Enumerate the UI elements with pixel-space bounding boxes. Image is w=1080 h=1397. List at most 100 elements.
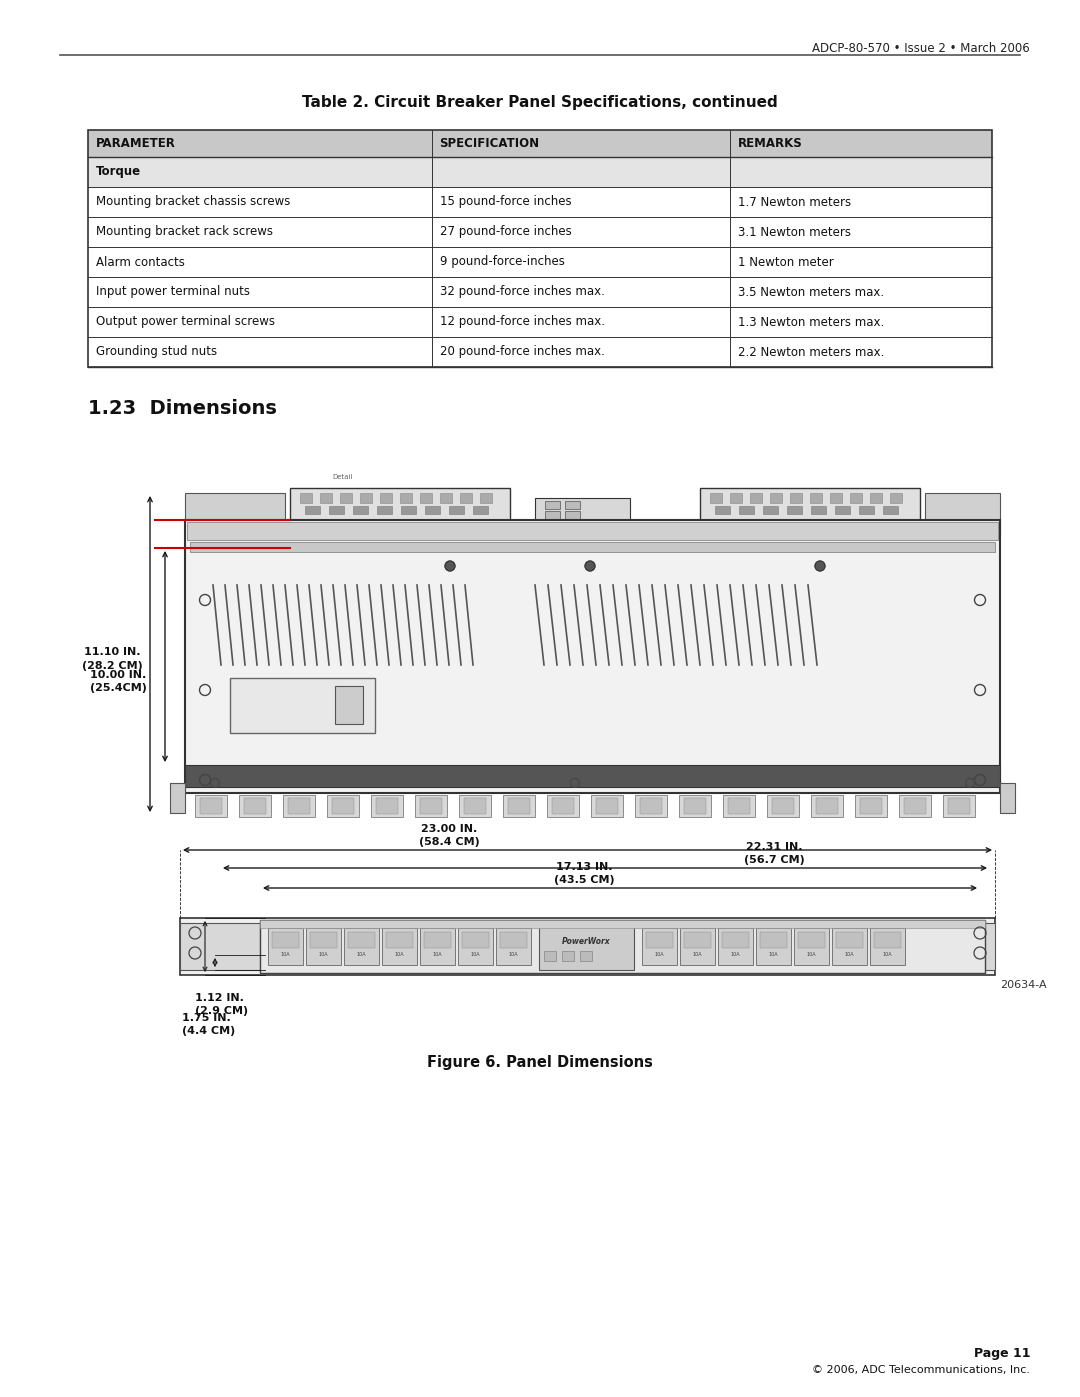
Text: 15 pound-force inches: 15 pound-force inches	[440, 196, 571, 208]
Bar	[500, 932, 527, 949]
Text: 32 pound-force inches max.: 32 pound-force inches max.	[440, 285, 605, 299]
Bar	[816, 798, 838, 814]
Text: 10A: 10A	[654, 951, 664, 957]
Text: Mounting bracket rack screws: Mounting bracket rack screws	[96, 225, 273, 239]
Bar	[230, 678, 375, 733]
Bar	[185, 493, 285, 535]
Bar	[376, 798, 399, 814]
Text: 10A: 10A	[807, 951, 816, 957]
Bar	[459, 795, 491, 817]
Bar	[831, 493, 842, 503]
Text: Mounting bracket chassis screws: Mounting bracket chassis screws	[96, 196, 291, 208]
Bar	[420, 928, 455, 965]
Bar	[739, 506, 754, 514]
Text: 10A: 10A	[394, 951, 404, 957]
Bar	[760, 932, 787, 949]
Bar	[340, 493, 352, 503]
Text: 20634-A: 20634-A	[1000, 981, 1047, 990]
Text: 27 pound-force inches: 27 pound-force inches	[440, 225, 571, 239]
Bar	[239, 795, 271, 817]
Text: Detail: Detail	[332, 474, 352, 481]
Bar	[772, 798, 794, 814]
Text: Input power terminal nuts: Input power terminal nuts	[96, 285, 249, 299]
Bar	[715, 506, 730, 514]
Bar	[496, 928, 531, 965]
Text: 10A: 10A	[433, 951, 443, 957]
Bar	[195, 795, 227, 817]
Bar	[710, 493, 723, 503]
Bar	[462, 932, 489, 949]
Bar	[756, 928, 791, 965]
Bar	[300, 493, 312, 503]
Bar	[260, 921, 985, 928]
Bar	[789, 493, 802, 503]
Bar	[291, 488, 510, 520]
Bar	[348, 932, 375, 949]
Text: 11.10 IN.
(28.2 CM): 11.10 IN. (28.2 CM)	[82, 647, 143, 671]
Text: 3.1 Newton meters: 3.1 Newton meters	[738, 225, 851, 239]
Bar	[380, 493, 392, 503]
Text: 1.12 IN.
(2.9 CM): 1.12 IN. (2.9 CM)	[195, 993, 248, 1016]
Bar	[272, 932, 299, 949]
Bar	[565, 502, 580, 509]
Bar	[200, 798, 222, 814]
Bar	[580, 951, 592, 961]
Bar	[646, 932, 673, 949]
Bar	[859, 506, 874, 514]
Circle shape	[445, 562, 455, 571]
Text: © 2006, ADC Telecommunications, Inc.: © 2006, ADC Telecommunications, Inc.	[812, 1365, 1030, 1375]
Text: 10A: 10A	[356, 951, 366, 957]
Text: 9 pound-force-inches: 9 pound-force-inches	[440, 256, 565, 268]
Bar	[546, 795, 579, 817]
Bar	[684, 932, 711, 949]
Bar	[401, 506, 416, 514]
Bar	[544, 951, 556, 961]
Bar	[539, 923, 634, 970]
Bar	[870, 493, 882, 503]
Bar	[190, 542, 995, 552]
Bar	[810, 493, 822, 503]
Text: Torque: Torque	[96, 165, 141, 179]
Bar	[591, 795, 623, 817]
Bar	[187, 522, 998, 541]
Text: 1 Newton meter: 1 Newton meter	[738, 256, 834, 268]
Bar	[335, 686, 363, 724]
Bar	[770, 493, 782, 503]
Bar	[283, 795, 315, 817]
Bar	[642, 928, 677, 965]
Text: 10A: 10A	[692, 951, 702, 957]
Bar	[596, 798, 618, 814]
Text: 20 pound-force inches max.: 20 pound-force inches max.	[440, 345, 605, 359]
Bar	[460, 493, 472, 503]
Bar	[268, 928, 303, 965]
Text: 10A: 10A	[731, 951, 740, 957]
Text: Grounding stud nuts: Grounding stud nuts	[96, 345, 217, 359]
Bar	[679, 795, 711, 817]
Bar	[306, 928, 341, 965]
Text: 10A: 10A	[281, 951, 291, 957]
Bar	[426, 506, 440, 514]
Bar	[730, 493, 742, 503]
Text: 22.31 IN.
(56.7 CM): 22.31 IN. (56.7 CM)	[744, 842, 805, 865]
Bar	[723, 795, 755, 817]
Text: Page 11: Page 11	[973, 1347, 1030, 1361]
Bar	[87, 277, 993, 307]
Text: Alarm contacts: Alarm contacts	[96, 256, 185, 268]
Bar	[87, 307, 993, 337]
Bar	[883, 506, 897, 514]
Bar	[372, 795, 403, 817]
Bar	[382, 928, 417, 965]
Bar	[305, 506, 320, 514]
Bar	[87, 156, 993, 187]
Text: PowerWorx: PowerWorx	[563, 937, 611, 946]
Bar	[767, 795, 799, 817]
Bar	[762, 506, 778, 514]
Bar	[503, 795, 535, 817]
Bar	[87, 217, 993, 247]
Bar	[565, 511, 580, 520]
Text: 10A: 10A	[882, 951, 892, 957]
Text: SPECIFICATION: SPECIFICATION	[440, 137, 540, 149]
Bar	[449, 506, 464, 514]
Bar	[332, 798, 354, 814]
Bar	[635, 795, 667, 817]
